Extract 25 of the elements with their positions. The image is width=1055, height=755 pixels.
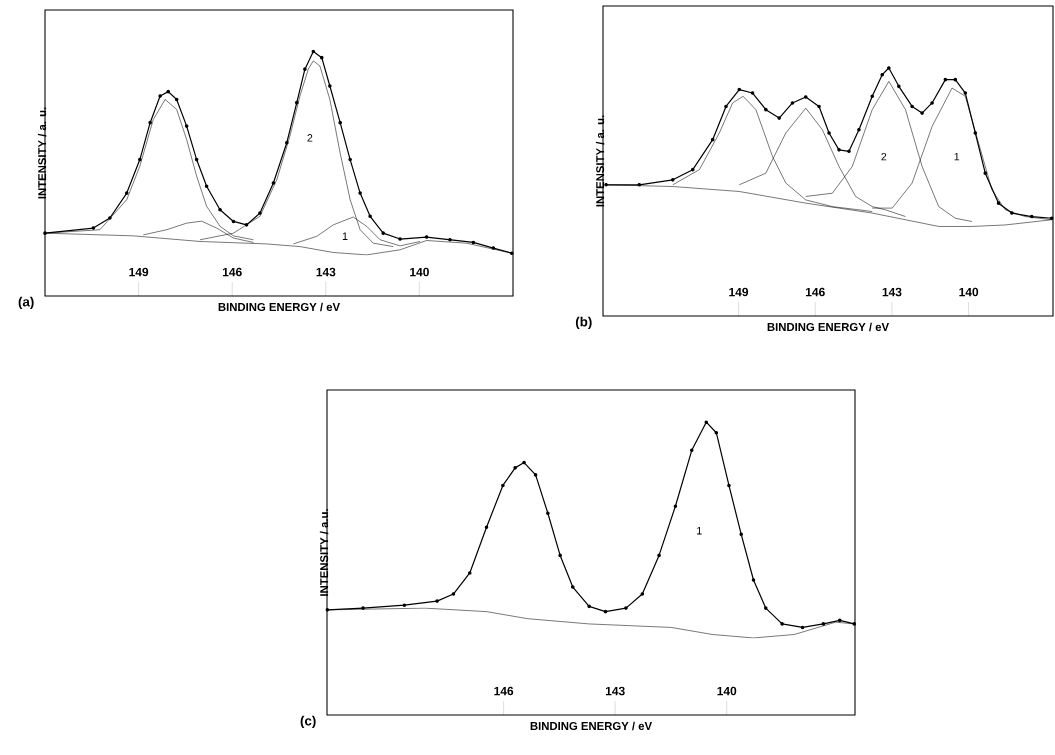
annotation: 1 xyxy=(954,152,960,161)
annotation: 1 xyxy=(697,527,702,535)
x-tick-label: 143 xyxy=(316,267,336,277)
x-tick-label: 146 xyxy=(222,267,242,277)
y-axis-title: INTENSITY / a. u. xyxy=(595,115,605,207)
x-tick-label: 143 xyxy=(882,287,902,297)
x-tick-label: 143 xyxy=(605,686,625,696)
x-tick-label: 146 xyxy=(805,287,825,297)
annotation: 1 xyxy=(342,232,348,240)
x-tick-label: 140 xyxy=(717,686,737,696)
x-tick-label: 149 xyxy=(129,267,149,277)
x-tick-label: 149 xyxy=(729,287,749,297)
x-axis-title: BINDING ENERGY / eV xyxy=(218,302,340,312)
x-axis-title: BINDING ENERGY / eV xyxy=(530,721,652,731)
text: (c) xyxy=(300,715,316,729)
text: (a) xyxy=(18,296,34,310)
y-axis-title: INTENSITY / a. u. xyxy=(37,107,47,199)
x-tick-label: 140 xyxy=(959,287,979,297)
annotation: 2 xyxy=(307,134,313,142)
x-tick-label: 140 xyxy=(410,267,429,277)
y-axis-title: INTENSITY / a.u. xyxy=(319,509,329,596)
text: (b) xyxy=(575,316,592,330)
annotation: 2 xyxy=(881,152,887,161)
x-tick-label: 146 xyxy=(494,686,514,696)
x-axis-title: BINDING ENERGY / eV xyxy=(767,322,889,332)
